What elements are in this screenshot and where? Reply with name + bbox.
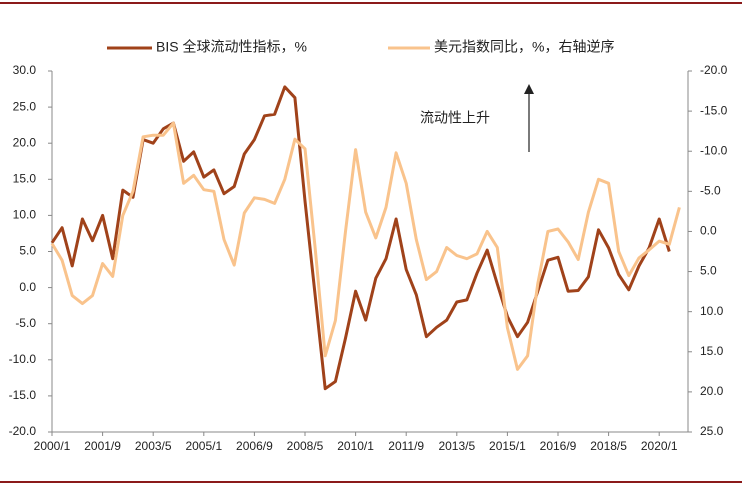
x-tick-label: 2010/1 <box>337 439 374 453</box>
y-tick-label: 30.0 <box>13 63 37 77</box>
x-tick-label: 2003/5 <box>135 439 172 453</box>
y2-tick-label: 5.0 <box>700 264 717 278</box>
y-tick-label: 5.0 <box>19 244 36 258</box>
arrow-head <box>524 84 534 94</box>
y2-tick-label: 20.0 <box>700 384 724 398</box>
legend-label: 美元指数同比，%，右轴逆序 <box>434 39 614 55</box>
y-tick-label: -5.0 <box>15 316 36 330</box>
x-tick-label: 2011/9 <box>388 439 424 453</box>
y2-tick-label: -15.0 <box>700 103 728 117</box>
x-tick-label: 2016/9 <box>540 439 577 453</box>
series-line <box>50 121 681 371</box>
y2-tick-label: -20.0 <box>700 63 728 77</box>
x-tick-label: 2000/1 <box>34 439 71 453</box>
y2-tick-label: -5.0 <box>700 184 721 198</box>
x-tick-label: 2006/9 <box>236 439 273 453</box>
x-tick-label: 2001/9 <box>84 439 121 453</box>
y-tick-label: -15.0 <box>9 388 37 402</box>
x-tick-label: 2020/1 <box>641 439 678 453</box>
y2-tick-label: 15.0 <box>700 344 724 358</box>
x-tick-label: 2015/1 <box>489 439 526 453</box>
y-tick-label: 0.0 <box>19 280 36 294</box>
y2-tick-label: 10.0 <box>700 304 724 318</box>
y2-tick-label: 0.0 <box>700 224 717 238</box>
y-tick-label: -20.0 <box>9 424 37 438</box>
x-tick-label: 2013/5 <box>438 439 475 453</box>
y-tick-label: 15.0 <box>13 171 37 185</box>
y-tick-label: -10.0 <box>9 352 37 366</box>
annotation: 流动性上升 <box>420 110 490 126</box>
legend-label: BIS 全球流动性指标，% <box>156 39 307 55</box>
y-tick-label: 25.0 <box>13 99 37 113</box>
y2-tick-label: 25.0 <box>700 424 724 438</box>
y-tick-label: 20.0 <box>13 135 37 149</box>
y-tick-label: 10.0 <box>13 208 37 222</box>
x-tick-label: 2008/5 <box>287 439 324 453</box>
y2-tick-label: -10.0 <box>700 143 728 157</box>
x-tick-label: 2005/1 <box>185 439 222 453</box>
x-tick-label: 2018/5 <box>590 439 627 453</box>
series-line <box>50 85 671 391</box>
